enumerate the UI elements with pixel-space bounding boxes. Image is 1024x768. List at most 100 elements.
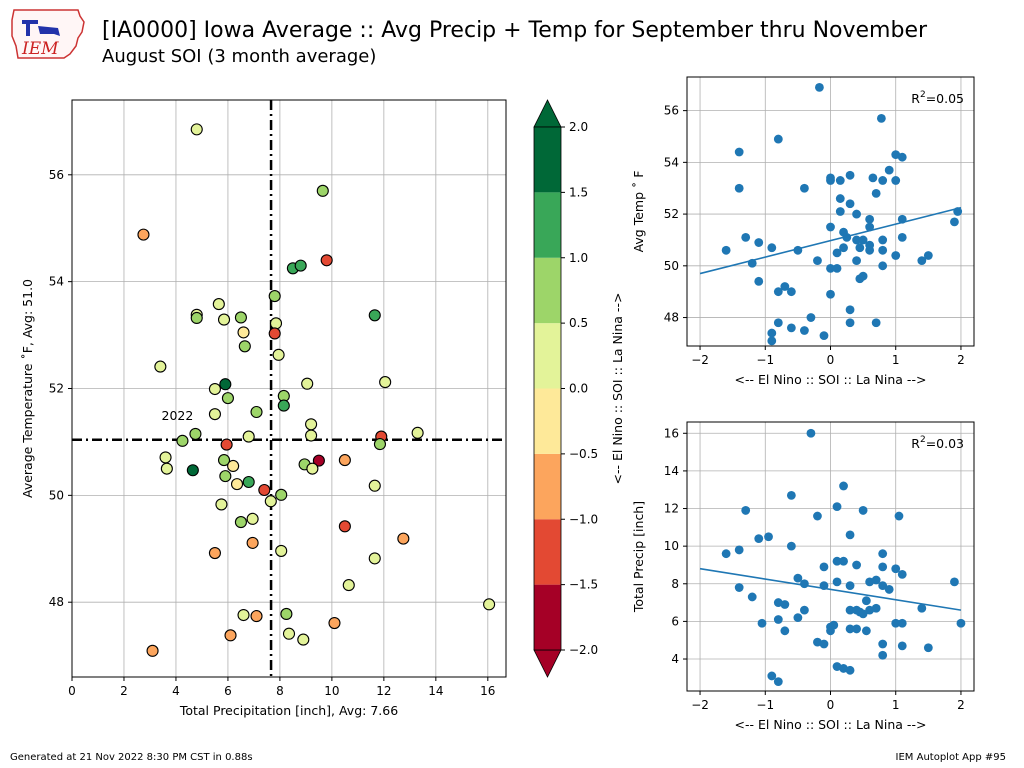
data-point bbox=[780, 626, 790, 636]
data-point bbox=[189, 427, 202, 440]
data-point bbox=[876, 113, 886, 123]
data-point bbox=[208, 408, 221, 421]
data-point bbox=[897, 232, 907, 242]
data-point bbox=[368, 309, 381, 322]
data-point bbox=[897, 152, 907, 162]
data-point bbox=[826, 289, 835, 299]
data-point bbox=[190, 311, 203, 325]
data-point bbox=[832, 502, 842, 512]
data-point bbox=[884, 585, 894, 594]
iem-logo: IEM bbox=[8, 6, 88, 62]
y-tick-label: 56 bbox=[664, 104, 679, 118]
data-point bbox=[878, 549, 888, 559]
colorbar-tick-label: −1.0 bbox=[569, 512, 598, 526]
data-point bbox=[250, 405, 263, 419]
year-annotation: 2022 bbox=[162, 408, 194, 423]
colorbar-segment bbox=[534, 584, 561, 650]
regression-line bbox=[699, 567, 962, 611]
y-axis-label: Average Temperature ˚F, Avg: 51.0 bbox=[20, 279, 35, 498]
y-tick-label: 50 bbox=[49, 488, 64, 502]
data-point bbox=[815, 82, 824, 92]
x-tick-label: 2 bbox=[957, 353, 965, 367]
data-point bbox=[305, 418, 318, 431]
data-point bbox=[813, 511, 822, 521]
y-tick-label: 16 bbox=[664, 426, 679, 440]
axes-frame bbox=[686, 76, 975, 347]
x-axis-label: Total Precipitation [inch], Avg: 7.66 bbox=[179, 703, 398, 718]
x-tick-label: −2 bbox=[691, 353, 709, 367]
data-point bbox=[878, 176, 888, 185]
data-point bbox=[897, 618, 907, 628]
data-point bbox=[871, 575, 881, 585]
data-point bbox=[754, 238, 764, 247]
data-point bbox=[316, 184, 329, 197]
data-point bbox=[250, 610, 263, 623]
data-point bbox=[858, 506, 868, 515]
data-point bbox=[806, 428, 816, 438]
data-point bbox=[294, 259, 307, 272]
data-point bbox=[855, 243, 865, 253]
data-point bbox=[894, 511, 904, 521]
x-tick-label: 0 bbox=[827, 698, 835, 712]
soi-temp-scatter-plot: −2 −1 0 1 2 48 50 52 54 56<-- El Nino :: SOI :: L… bbox=[631, 76, 975, 387]
data-point bbox=[208, 382, 221, 396]
data-point bbox=[219, 470, 232, 483]
r-squared-label: R2=0.03 bbox=[911, 435, 964, 451]
data-point bbox=[338, 454, 351, 467]
data-point bbox=[224, 629, 237, 642]
data-point bbox=[832, 248, 842, 258]
data-point bbox=[832, 264, 842, 273]
data-point bbox=[861, 626, 871, 636]
data-point bbox=[773, 287, 783, 297]
data-point bbox=[878, 261, 888, 271]
data-point bbox=[342, 579, 355, 592]
main-scatter-plot: 0 2 4 6 8 10 12 14 16 48 50 52 54 56 Total Precipitati… bbox=[20, 99, 507, 718]
data-point bbox=[397, 532, 410, 545]
data-point bbox=[956, 618, 966, 628]
x-axis-label: <-- El Nino :: SOI :: La Nina --> bbox=[735, 372, 927, 387]
data-point bbox=[741, 232, 751, 242]
data-point bbox=[269, 317, 283, 330]
y-tick-label: 54 bbox=[664, 155, 679, 169]
data-point bbox=[154, 360, 167, 373]
data-point bbox=[917, 256, 927, 266]
data-point bbox=[923, 643, 933, 653]
data-point bbox=[757, 618, 767, 628]
data-point bbox=[950, 577, 959, 587]
colorbar-tick-label: −0.5 bbox=[569, 447, 598, 461]
data-point bbox=[721, 245, 731, 255]
chart-title: [IA0000] Iowa Average :: Avg Precip + Te… bbox=[102, 18, 928, 43]
data-point bbox=[819, 639, 829, 649]
data-point bbox=[242, 475, 255, 489]
data-point bbox=[219, 378, 232, 391]
colorbar-tick-label: 0.5 bbox=[569, 316, 588, 330]
data-point bbox=[865, 240, 875, 250]
y-tick-label: 52 bbox=[664, 207, 679, 221]
x-tick-label: 2 bbox=[120, 684, 128, 698]
x-tick-label: −2 bbox=[691, 698, 709, 712]
data-point bbox=[237, 608, 250, 622]
y-tick-label: 54 bbox=[49, 275, 64, 289]
data-point bbox=[950, 217, 959, 227]
data-point bbox=[868, 173, 878, 183]
data-point bbox=[306, 462, 319, 475]
data-point bbox=[826, 173, 835, 183]
colorbar-tick-label: 1.0 bbox=[569, 251, 588, 265]
data-point bbox=[764, 532, 773, 542]
regression-line bbox=[699, 206, 962, 275]
data-point bbox=[858, 271, 868, 281]
data-point bbox=[230, 478, 244, 491]
data-point bbox=[800, 326, 809, 335]
data-point bbox=[839, 243, 848, 253]
data-point bbox=[878, 235, 888, 245]
colorbar-segment bbox=[534, 323, 561, 389]
data-point bbox=[338, 520, 351, 533]
colorbar-extend-top bbox=[533, 99, 562, 128]
data-point bbox=[878, 562, 888, 572]
data-point bbox=[246, 512, 259, 525]
data-point bbox=[819, 331, 829, 341]
data-point bbox=[379, 376, 392, 389]
data-point bbox=[852, 624, 861, 634]
y-tick-label: 10 bbox=[664, 539, 679, 553]
